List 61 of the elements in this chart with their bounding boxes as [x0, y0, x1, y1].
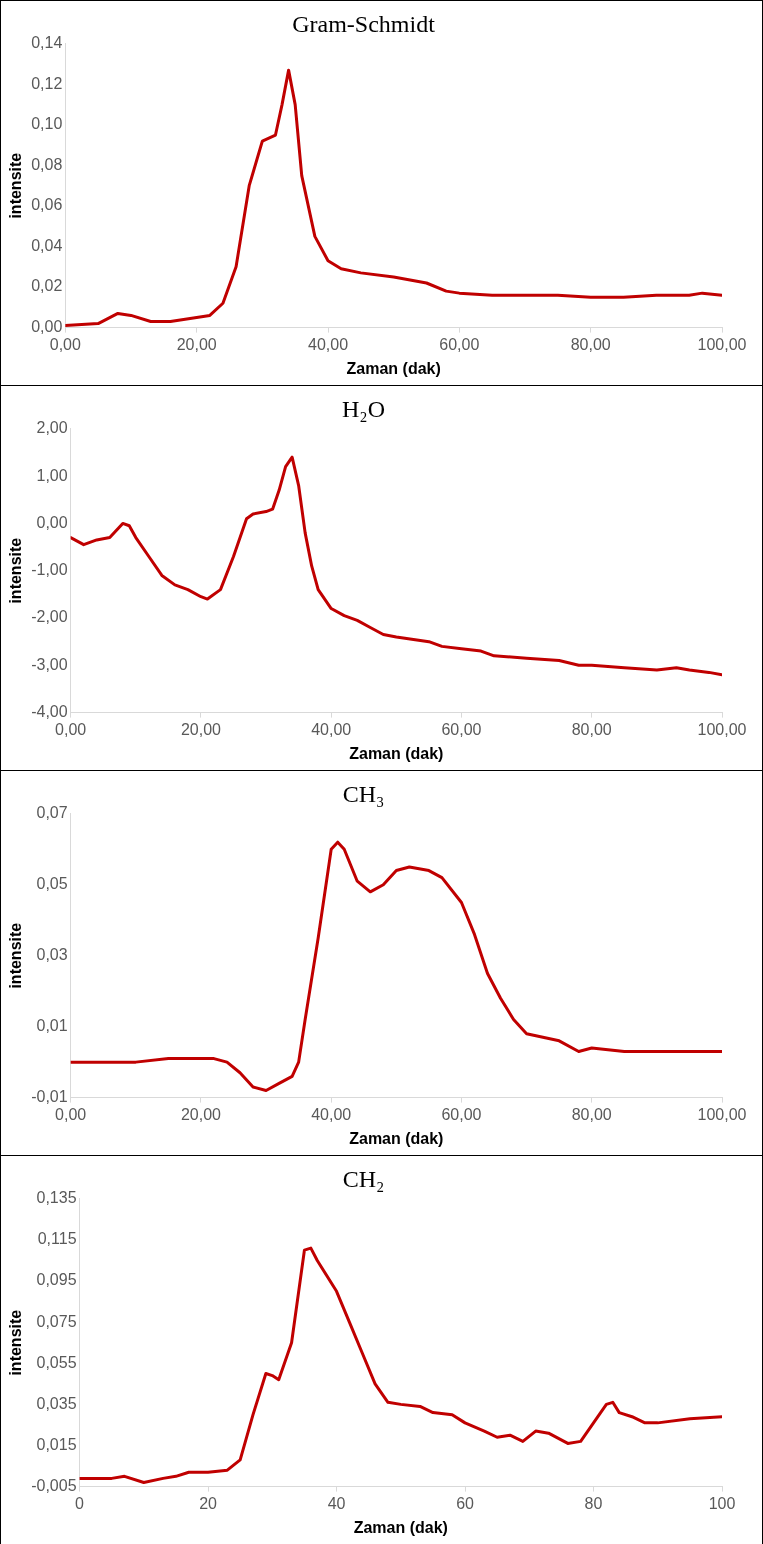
x-tick-label: 80	[584, 1494, 603, 1512]
y-tick-label: 0,10	[31, 115, 63, 133]
x-tick-label: 20,00	[180, 720, 222, 738]
y-tick-label: 1,00	[36, 466, 68, 484]
x-tick-label: 40,00	[311, 720, 352, 738]
y-tick-label: 0,01	[36, 1017, 68, 1035]
x-tick-label: 20	[199, 1494, 218, 1512]
y-tick-label: 0,035	[36, 1394, 77, 1412]
x-tick-label: 40,00	[311, 1105, 352, 1123]
y-tick-label: -0,01	[31, 1088, 68, 1106]
x-tick-label: 100,00	[697, 1105, 747, 1123]
x-tick-label: 60,00	[441, 720, 482, 738]
chart-title: CH₂	[342, 1165, 385, 1192]
x-tick-label: 60	[456, 1494, 475, 1512]
x-tick-label: 100,00	[697, 720, 747, 738]
x-tick-label: 60,00	[441, 1105, 482, 1123]
y-tick-label: -0,005	[31, 1477, 77, 1495]
y-tick-label: 0,055	[36, 1353, 77, 1371]
y-tick-label: 0,03	[36, 946, 68, 964]
x-tick-label: 20,00	[180, 1105, 222, 1123]
x-tick-label: 80,00	[571, 720, 612, 738]
y-tick-label: 0,08	[31, 155, 63, 173]
x-tick-label: 100,00	[697, 335, 747, 353]
x-tick-label: 40,00	[307, 335, 349, 353]
x-tick-label: 0	[75, 1494, 85, 1512]
x-tick-label: 40	[327, 1494, 346, 1512]
y-tick-label: 0,00	[31, 318, 63, 336]
y-tick-label: 0,02	[31, 277, 63, 295]
y-tick-label: -4,00	[31, 703, 68, 721]
y-tick-label: 2,00	[36, 419, 68, 437]
y-tick-label: 0,07	[36, 804, 68, 822]
y-tick-label: 0,12	[31, 74, 63, 92]
x-tick-label: 80,00	[571, 1105, 612, 1123]
x-axis-title: Zaman (dak)	[349, 1129, 444, 1147]
x-tick-label: 80,00	[570, 335, 611, 353]
y-axis-title: intensite	[7, 152, 25, 219]
y-tick-label: 0,015	[36, 1435, 77, 1453]
x-tick-label: 100	[708, 1494, 736, 1512]
y-axis-title: intensite	[7, 922, 25, 989]
y-tick-label: -3,00	[31, 655, 68, 673]
y-tick-label: 0,135	[36, 1189, 77, 1207]
y-axis-title: intensite	[7, 1309, 25, 1376]
chart-title: Gram-Schmidt	[292, 10, 436, 37]
y-tick-label: 0,00	[36, 513, 68, 531]
y-tick-label: -1,00	[31, 561, 68, 579]
y-tick-label: 0,115	[37, 1230, 77, 1248]
y-tick-label: -2,00	[31, 608, 68, 626]
y-tick-label: 0,075	[36, 1312, 77, 1330]
x-tick-label: 20,00	[176, 335, 217, 353]
x-axis-title: Zaman (dak)	[349, 744, 444, 762]
x-axis-title: Zaman (dak)	[353, 1518, 448, 1536]
y-tick-label: 0,06	[31, 196, 63, 214]
x-tick-label: 60,00	[439, 335, 480, 353]
y-tick-label: 0,04	[31, 236, 63, 254]
chart-title: CH₃	[342, 780, 385, 807]
x-axis-title: Zaman (dak)	[346, 359, 441, 377]
y-tick-label: 0,095	[36, 1271, 77, 1289]
y-axis-title: intensite	[7, 537, 25, 604]
chart-title: H₂O	[341, 395, 386, 422]
y-tick-label: 0,05	[36, 875, 68, 893]
y-tick-label: 0,14	[31, 34, 63, 52]
